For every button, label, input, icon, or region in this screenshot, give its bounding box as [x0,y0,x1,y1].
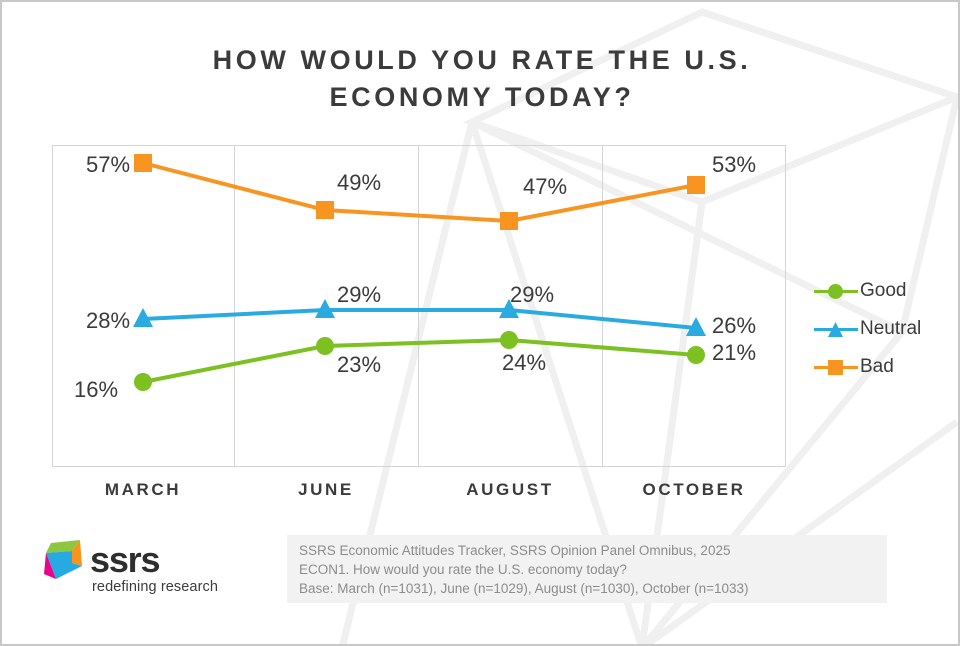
legend-marker-bad [814,357,858,377]
data-label-good: 23% [337,352,382,377]
data-label-bad: 47% [523,174,568,199]
gridline-vertical [234,146,235,466]
legend-item-good[interactable]: Good [814,272,921,310]
ssrs-wordmark: ssrs [90,539,160,580]
circle-icon [828,284,843,299]
x-axis-tick-october: OCTOBER [642,480,746,499]
legend-item-bad[interactable]: Bad [814,348,921,386]
square-icon [828,360,843,375]
legend-marker-neutral [814,319,858,339]
legend-marker-good [814,281,858,301]
data-point-good [316,337,334,355]
chart-legend: Good Neutral Bad [814,272,921,386]
data-label-neutral: 26% [712,313,757,338]
data-point-bad [500,212,518,230]
ssrs-tagline: redefining research [92,579,219,595]
data-point-good [687,346,705,364]
data-point-good [500,331,518,349]
data-label-neutral: 28% [86,308,131,333]
data-label-bad: 57% [86,152,131,177]
series-line-bad [142,161,697,224]
series-line-good [142,337,697,384]
data-point-good [134,373,152,391]
x-axis-tick-august: AUGUST [466,480,554,499]
footnote: SSRS Economic Attitudes Tracker, SSRS Op… [287,535,887,603]
legend-label-bad: Bad [860,356,894,377]
legend-label-neutral: Neutral [860,318,922,339]
ssrs-logo-mark [44,540,82,579]
data-point-bad [687,176,705,194]
x-axis-tick-march: MARCH [104,480,182,499]
data-label-neutral: 29% [337,282,382,307]
data-label-good: 24% [502,350,547,375]
footnote-line-base: Base: March (n=1031), June (n=1029), Aug… [299,581,749,596]
ssrs-logo: ssrs redefining research [42,536,242,602]
series-line-neutral [142,308,697,330]
data-label-good: 16% [74,377,119,402]
data-label-bad: 53% [712,152,757,177]
data-label-neutral: 29% [510,282,555,307]
legend-label-good: Good [860,280,907,301]
data-label-good: 21% [712,340,757,365]
data-point-neutral [133,308,153,327]
plot-area [52,145,786,467]
chart-lines [133,154,706,391]
data-label-bad: 49% [337,170,382,195]
x-axis-tick-june: JUNE [298,480,354,499]
page-title: HOW WOULD YOU RATE THE U.S. ECONOMY TODA… [212,45,752,113]
data-point-bad [134,154,152,172]
data-point-neutral [315,299,335,318]
footnote-line-question: ECON1. How would you rate the U.S. econo… [299,562,627,577]
footnote-line-source: SSRS Economic Attitudes Tracker, SSRS Op… [299,543,731,558]
legend-item-neutral[interactable]: Neutral [814,310,921,348]
data-point-bad [316,201,334,219]
